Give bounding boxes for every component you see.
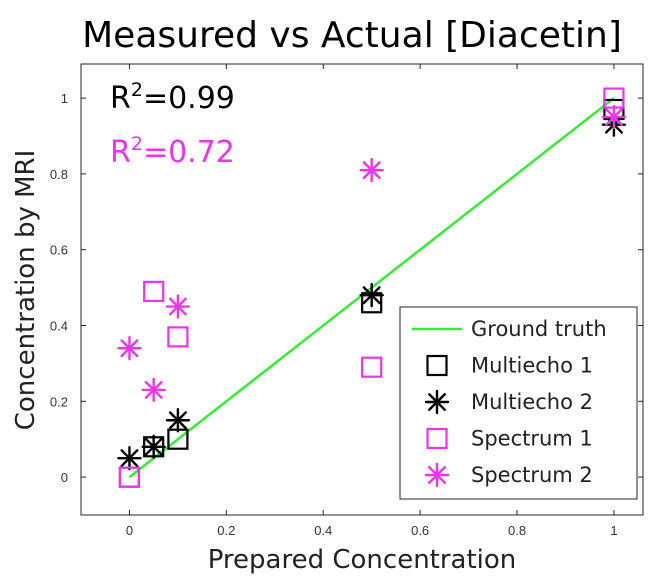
legend-label: Multiecho 1 (471, 354, 593, 378)
data-point-multiecho-2 (141, 434, 166, 459)
x-tick-label: 0.6 (411, 523, 429, 538)
data-point-spectrum-2 (141, 377, 166, 403)
chart-title: Measured vs Actual [Diacetin] (82, 15, 622, 56)
data-point-spectrum-1 (143, 280, 165, 302)
legend-item-spectrum-2: Spectrum 2 (424, 462, 593, 488)
y-tick-label: 0.8 (50, 167, 68, 182)
legend: Ground truth Multiecho 1 Multiecho 2 Spectr… (399, 306, 638, 500)
data-point-spectrum-2 (601, 104, 627, 130)
legend-label: Ground truth (471, 317, 607, 341)
x-tick-label: 0.8 (508, 523, 526, 538)
legend-item-spectrum-1: Spectrum 1 (426, 427, 593, 451)
r2-annotations: R2=0.99 R2=0.72 (110, 79, 235, 170)
x-tick-label: 1 (610, 523, 617, 538)
legend-label: Multiecho 2 (471, 390, 593, 414)
y-tick-label: 0.2 (50, 394, 68, 409)
y-axis-label: Concentration by MRI (11, 150, 41, 431)
data-point-multiecho-2 (117, 445, 142, 471)
y-tick-label: 0 (61, 470, 68, 485)
legend-marker-multiecho-2 (424, 389, 450, 415)
y-tick-label: 0.4 (50, 319, 68, 334)
data-point-spectrum-2 (117, 336, 142, 361)
legend-label: Spectrum 1 (471, 427, 593, 451)
data-point-spectrum-2 (165, 294, 191, 319)
legend-item-multiecho-2: Multiecho 2 (424, 389, 593, 415)
axis-ticks: 0 0.2 0.4 0.6 0.8 1 0 0.2 0.4 0.6 0.8 1 (50, 64, 643, 538)
legend-marker-multiecho-1 (426, 354, 448, 377)
series-spectrum-2 (117, 104, 627, 403)
data-point-spectrum-1 (118, 466, 141, 488)
x-axis-label: Prepared Concentration (208, 545, 517, 575)
legend-item-multiecho-1: Multiecho 1 (426, 354, 593, 378)
data-point-spectrum-1 (167, 326, 189, 348)
legend-marker-spectrum-2 (424, 462, 450, 488)
data-point-multiecho-2 (359, 282, 384, 308)
y-tick-label: 0.6 (50, 243, 68, 258)
data-series (117, 87, 627, 488)
r2-magenta-annotation: R2=0.72 (110, 133, 235, 170)
y-tick-label: 1 (61, 91, 68, 106)
legend-item-ground-truth: Ground truth (412, 317, 607, 341)
data-point-multiecho-2 (165, 408, 191, 433)
data-point-spectrum-2 (359, 157, 384, 183)
legend-marker-spectrum-1 (426, 427, 448, 450)
data-point-spectrum-1 (361, 356, 383, 378)
x-tick-label: 0.4 (314, 523, 332, 538)
x-tick-label: 0 (126, 523, 133, 538)
x-tick-label: 0.2 (217, 523, 235, 538)
legend-label: Spectrum 2 (471, 463, 593, 487)
r2-black-annotation: R2=0.99 (110, 79, 235, 116)
